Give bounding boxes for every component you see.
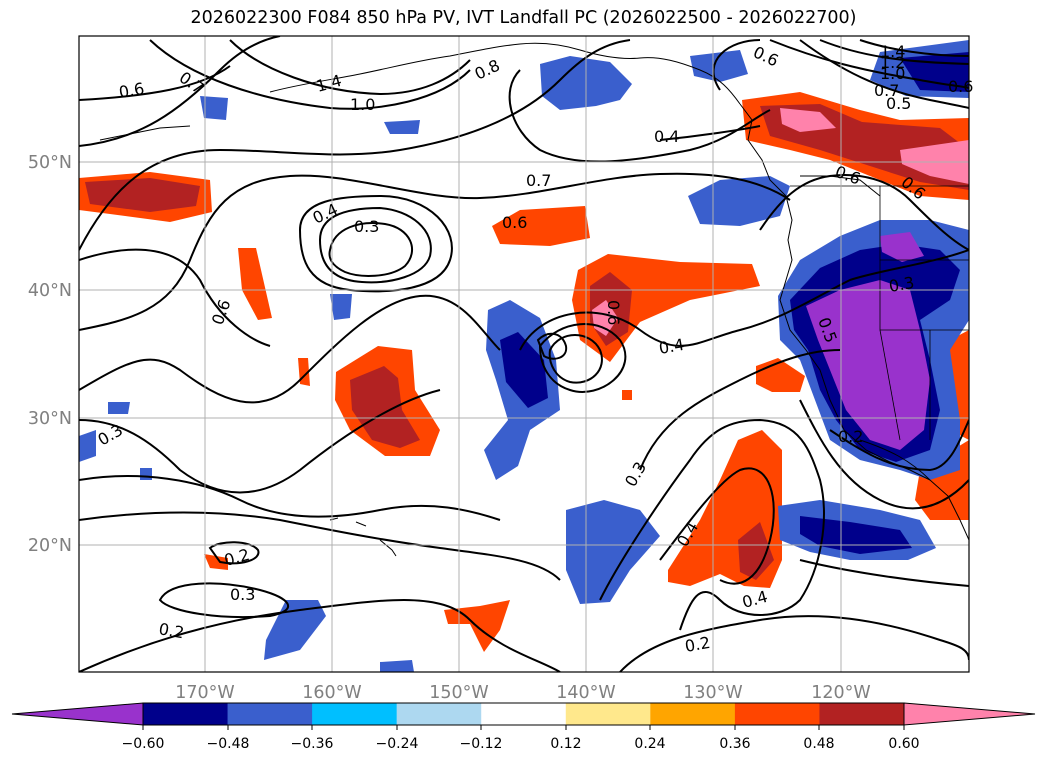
lon-label: 130°W bbox=[683, 683, 742, 703]
colorbar-segment bbox=[396, 703, 482, 725]
lat-label: 30°N bbox=[28, 409, 72, 429]
colorbar-tick-label: 0.12 bbox=[550, 736, 581, 752]
contour-label: 0.4 bbox=[654, 127, 679, 146]
contour-label: 0.3 bbox=[230, 585, 255, 604]
lon-label: 150°W bbox=[429, 683, 488, 703]
lat-label: 50°N bbox=[28, 153, 72, 173]
lon-label: 140°W bbox=[556, 683, 615, 703]
colorbar-tick-label: −0.12 bbox=[460, 736, 503, 752]
colorbar-segment bbox=[227, 703, 313, 725]
longitude-labels: 170°W 160°W 150°W 140°W 130°W 120°W bbox=[175, 683, 870, 703]
contour-label: 1.0 bbox=[880, 64, 905, 83]
gridlines bbox=[79, 36, 969, 672]
colorbar-ticks bbox=[142, 725, 905, 730]
colorbar-segment bbox=[481, 703, 567, 725]
map-title: 2026022300 F084 850 hPa PV, IVT Landfall… bbox=[190, 8, 857, 28]
contour-label: 0.6 bbox=[502, 213, 527, 232]
colorbar-extend-high bbox=[903, 702, 1036, 726]
plot-frame bbox=[78, 35, 970, 673]
colorbar-segment bbox=[650, 703, 736, 725]
coastlines bbox=[99, 42, 970, 557]
colorbar-tick-label: 0.60 bbox=[888, 736, 919, 752]
colorbar-tick-label: −0.36 bbox=[291, 736, 334, 752]
colorbar-tick-label: 0.36 bbox=[719, 736, 750, 752]
contour-label: 0.2 bbox=[838, 427, 863, 446]
plot-area bbox=[78, 35, 970, 673]
colorbar-tick-labels: −0.60 −0.48 −0.36 −0.24 −0.12 0.12 0.24 … bbox=[122, 736, 920, 752]
lat-label: 40°N bbox=[28, 281, 72, 301]
contour-label: 0.2 bbox=[683, 633, 711, 656]
contour-label: 1.2 bbox=[880, 53, 905, 72]
contour-label: 0.3 bbox=[887, 273, 915, 296]
borders bbox=[790, 185, 969, 441]
lon-label: 170°W bbox=[175, 683, 234, 703]
lon-label: 160°W bbox=[302, 683, 361, 703]
contour-label: 0.4 bbox=[657, 335, 685, 358]
colorbar: −0.60 −0.48 −0.36 −0.24 −0.12 0.12 0.24 … bbox=[11, 702, 1036, 752]
colorbar-segments bbox=[143, 703, 905, 725]
contour-label: 0.6 bbox=[117, 79, 145, 102]
pv-contours bbox=[79, 36, 969, 672]
contour-label: 0.6 bbox=[604, 300, 623, 325]
contour-label: 0.5 bbox=[886, 94, 911, 113]
colorbar-frame bbox=[142, 702, 905, 726]
contour-label: 0.6 bbox=[948, 77, 973, 96]
contour-label: 0.7 bbox=[874, 81, 899, 100]
colorbar-tick-label: 0.48 bbox=[803, 736, 834, 752]
colorbar-tick-label: −0.24 bbox=[376, 736, 419, 752]
contour-label: 1.0 bbox=[350, 95, 375, 114]
contour-label: 0.2 bbox=[157, 619, 185, 642]
lat-label: 20°N bbox=[28, 536, 72, 556]
colorbar-tick-label: −0.60 bbox=[122, 736, 165, 752]
colorbar-tick-label: 0.24 bbox=[634, 736, 665, 752]
colorbar-segment bbox=[143, 703, 229, 725]
colorbar-extend-low bbox=[11, 702, 144, 726]
colorbar-tick-label: −0.48 bbox=[207, 736, 250, 752]
colorbar-segment bbox=[819, 703, 905, 725]
contour-label: 0.7 bbox=[526, 171, 551, 190]
lon-label: 120°W bbox=[811, 683, 870, 703]
colorbar-segment bbox=[565, 703, 651, 725]
colorbar-segment bbox=[312, 703, 398, 725]
latitude-labels: 50°N 40°N 30°N 20°N bbox=[28, 153, 72, 556]
contour-label: 0.3 bbox=[354, 217, 379, 236]
contour-label: 1.4 bbox=[880, 42, 905, 61]
colorbar-segment bbox=[734, 703, 820, 725]
